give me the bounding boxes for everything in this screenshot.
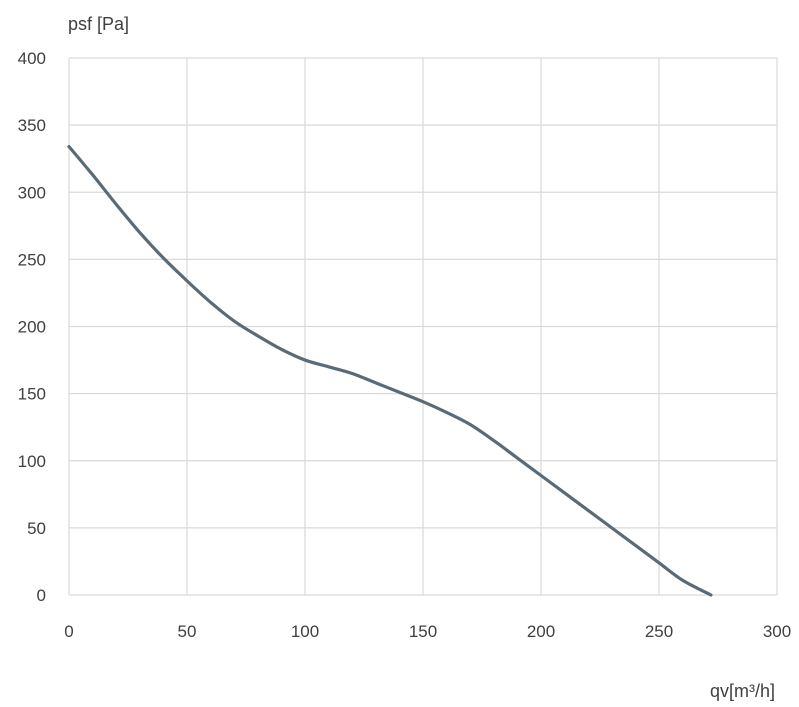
- x-tick-label: 150: [409, 622, 437, 641]
- y-tick-label: 350: [18, 116, 46, 135]
- y-tick-label: 400: [18, 49, 46, 68]
- y-tick-label: 100: [18, 452, 46, 471]
- x-tick-label: 300: [763, 622, 791, 641]
- x-axis-label: qv[m³/h]: [710, 681, 775, 701]
- x-tick-label: 0: [64, 622, 73, 641]
- x-tick-label: 50: [178, 622, 197, 641]
- y-tick-label: 300: [18, 183, 46, 202]
- y-tick-label: 200: [18, 318, 46, 337]
- y-tick-label: 150: [18, 385, 46, 404]
- x-tick-label: 250: [645, 622, 673, 641]
- series-line: [67, 145, 713, 597]
- y-axis-label: psf [Pa]: [68, 14, 129, 34]
- x-axis-ticks: 0 50 100 150 200 250 300: [64, 622, 791, 641]
- grid: [68, 57, 778, 596]
- y-axis-ticks: 0 50 100 150 200 250 300 350 400: [18, 49, 46, 605]
- y-tick-label: 50: [27, 519, 46, 538]
- x-tick-label: 200: [527, 622, 555, 641]
- x-tick-label: 100: [291, 622, 319, 641]
- series-layer: [67, 145, 713, 597]
- y-tick-label: 250: [18, 250, 46, 269]
- y-tick-label: 0: [37, 586, 46, 605]
